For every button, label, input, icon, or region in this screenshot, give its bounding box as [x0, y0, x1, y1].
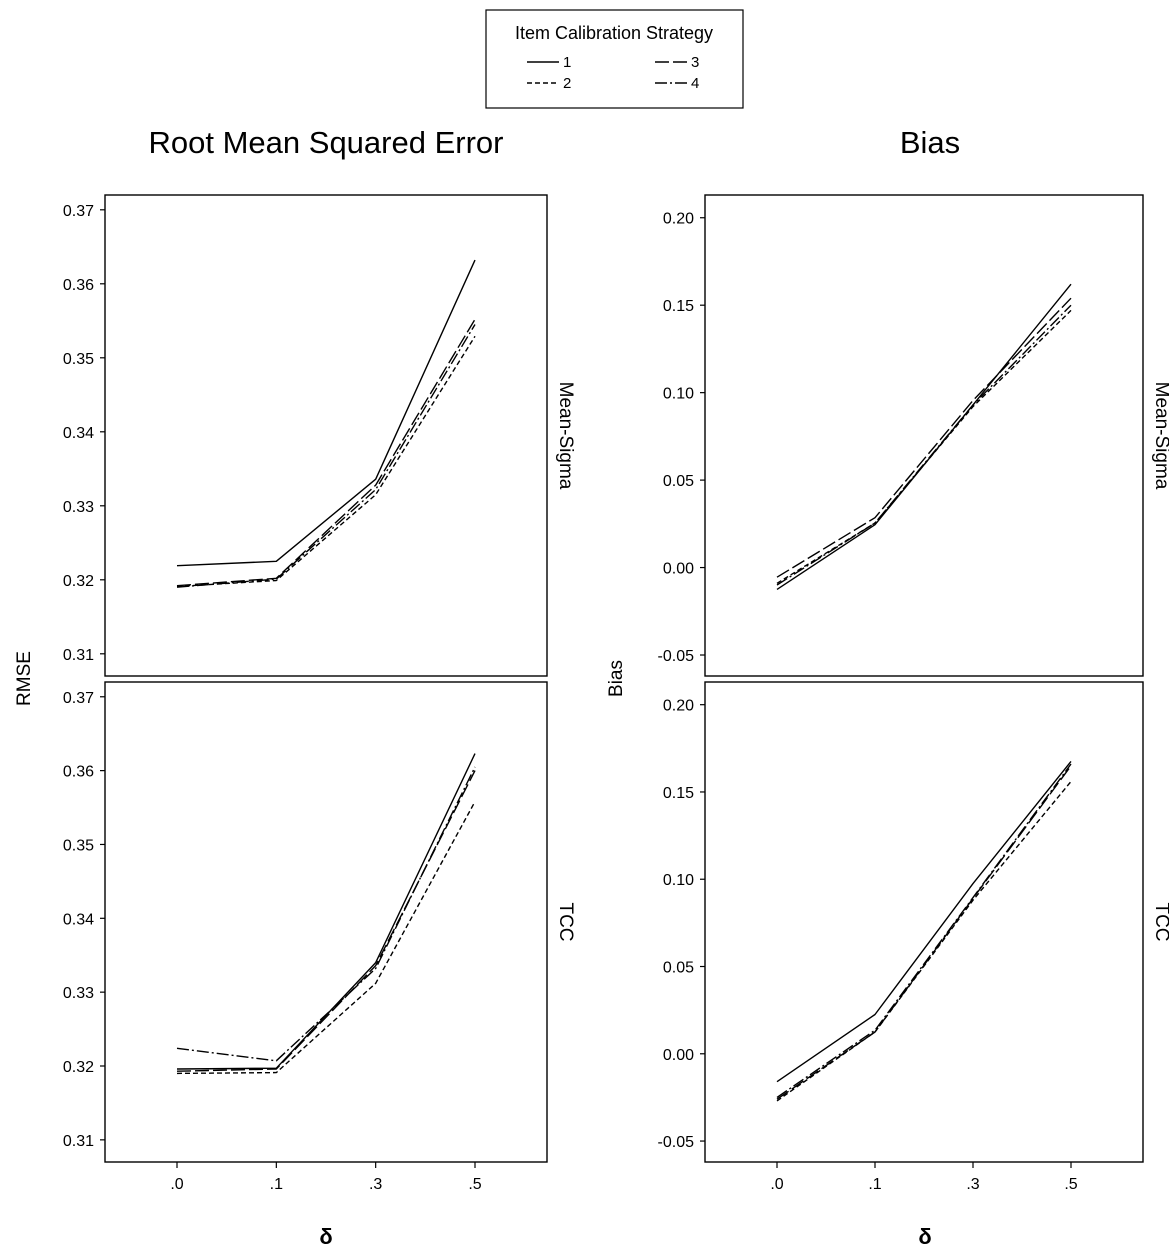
legend-label-2: 2 — [563, 75, 571, 92]
legend-entries: 1 2 3 4 — [527, 54, 699, 92]
x-tick-label: .3 — [966, 1176, 979, 1193]
y-tick-label: 0.32 — [63, 1059, 94, 1076]
x-tick-label: .1 — [270, 1176, 283, 1193]
panel-frame — [104, 681, 548, 1163]
y-tick-label: 0.20 — [663, 211, 694, 228]
x-tick-label: .0 — [770, 1176, 783, 1193]
y-tick-label: 0.10 — [663, 872, 694, 889]
series-line-2 — [776, 309, 1072, 584]
facet-panel-mean-sigma: -0.05 0.00 0.05 0.10 0.15 0.20 Mean-Sigma — [658, 194, 1169, 677]
y-tick-label: 0.35 — [63, 837, 94, 854]
y-tick-label: 0.34 — [63, 911, 94, 928]
series-line-1 — [176, 753, 476, 1070]
series-line-3 — [776, 297, 1072, 578]
series-line-1 — [776, 283, 1072, 590]
y-tick-label: 0.36 — [63, 277, 94, 294]
facet-label: Mean-Sigma — [555, 382, 576, 490]
y-tick-label: 0.34 — [63, 425, 94, 442]
y-tick-label: 0.00 — [663, 1047, 694, 1064]
facet-label: TCC — [1151, 902, 1169, 941]
series-line-1 — [176, 259, 476, 567]
series-line-4 — [176, 324, 476, 588]
y-tick-label: 0.32 — [63, 573, 94, 590]
x-axis-label: δ — [319, 1224, 332, 1249]
facet-panel-tcc: -0.05 0.00 0.05 0.10 0.15 0.20 TCC — [658, 681, 1169, 1163]
y-tick-label: 0.36 — [63, 764, 94, 781]
chart-title: Bias — [900, 125, 960, 160]
y-tick-label: 0.33 — [63, 499, 94, 516]
y-tick-label: 0.10 — [663, 386, 694, 403]
legend-title: Item Calibration Strategy — [515, 23, 713, 43]
facet-label: TCC — [555, 902, 576, 941]
y-tick-label: 0.33 — [63, 985, 94, 1002]
y-axis-label: Bias — [606, 660, 627, 697]
legend-label-1: 1 — [563, 54, 571, 71]
series-line-4 — [776, 304, 1072, 586]
y-tick-label: -0.05 — [658, 1134, 695, 1151]
legend-label-3: 3 — [691, 54, 699, 71]
panel-frame — [104, 194, 548, 677]
y-tick-label: 0.35 — [63, 351, 94, 368]
series-line-1 — [776, 760, 1072, 1083]
series-line-3 — [776, 765, 1072, 1100]
y-tick-label: -0.05 — [658, 648, 695, 665]
y-tick-label: 0.05 — [663, 960, 694, 977]
y-tick-label: 0.15 — [663, 298, 694, 315]
series-line-2 — [176, 801, 476, 1075]
x-axis-label: δ — [918, 1224, 931, 1249]
x-tick-label: .3 — [369, 1176, 382, 1193]
y-axis-label: RMSE — [14, 651, 35, 706]
series-line-2 — [776, 781, 1072, 1102]
panel-frame — [704, 194, 1144, 677]
facet-panel-tcc: 0.31 0.32 0.33 0.34 0.35 0.36 0.37 TCC — [63, 681, 576, 1163]
panel-frame — [704, 681, 1144, 1163]
y-tick-label: 0.37 — [63, 690, 94, 707]
series-line-4 — [776, 763, 1072, 1098]
y-tick-label: 0.20 — [663, 698, 694, 715]
x-tick-label: .0 — [170, 1176, 183, 1193]
y-tick-label: 0.31 — [63, 1133, 94, 1150]
series-line-2 — [176, 335, 476, 588]
chart-column-bias: Bias Bias -0.05 0.00 0.05 0.10 0.15 0.20 Mean-Si… — [606, 125, 1169, 1249]
y-tick-label: 0.31 — [63, 647, 94, 664]
y-tick-label: 0.05 — [663, 473, 694, 490]
facet-label: Mean-Sigma — [1151, 382, 1169, 490]
series-line-3 — [176, 318, 476, 587]
x-tick-label: .5 — [468, 1176, 481, 1193]
legend-label-4: 4 — [691, 75, 699, 92]
legend-frame — [485, 9, 744, 109]
y-tick-label: 0.15 — [663, 785, 694, 802]
series-line-4 — [176, 766, 476, 1062]
series-line-3 — [176, 770, 476, 1072]
x-tick-label: .1 — [868, 1176, 881, 1193]
legend: Item Calibration Strategy 1 2 3 4 — [485, 9, 744, 109]
y-tick-label: 0.00 — [663, 561, 694, 578]
facet-panel-mean-sigma: 0.31 0.32 0.33 0.34 0.35 0.36 0.37 Mean-Sigma — [63, 194, 576, 677]
y-tick-label: 0.37 — [63, 203, 94, 220]
x-tick-label: .5 — [1064, 1176, 1077, 1193]
chart-title: Root Mean Squared Error — [149, 125, 504, 160]
